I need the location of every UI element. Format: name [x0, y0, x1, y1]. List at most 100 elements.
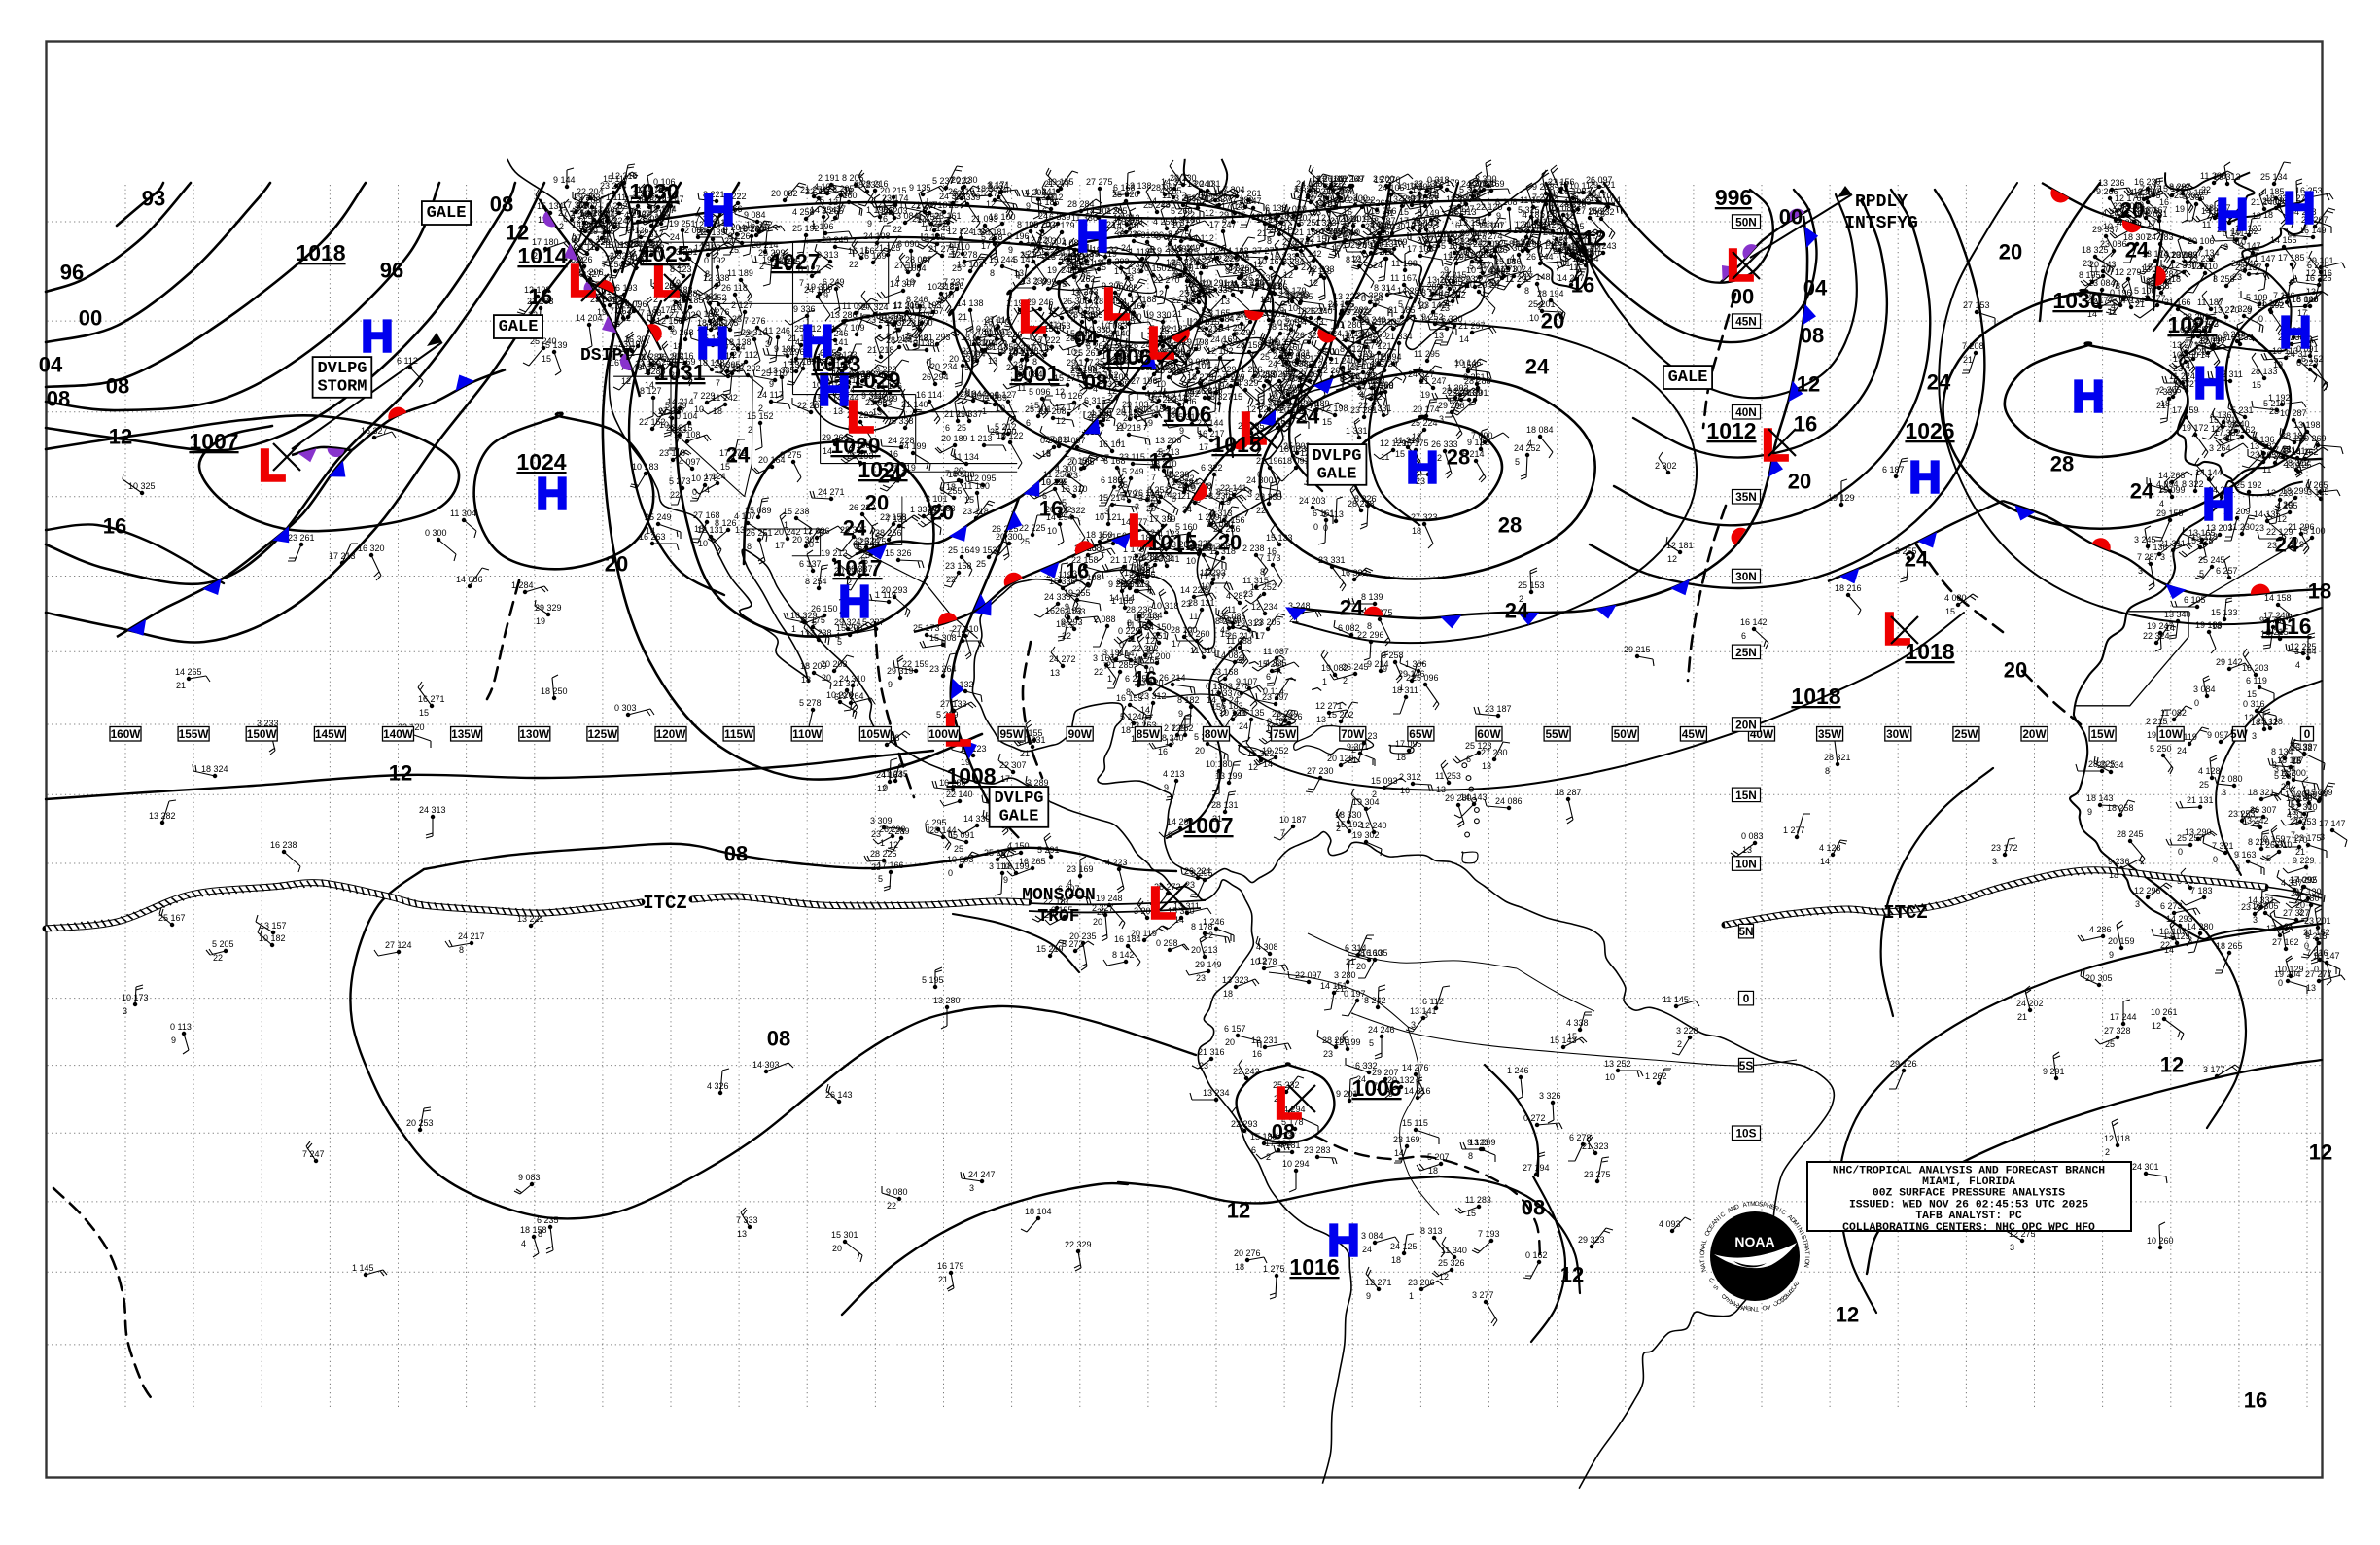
svg-text:N: N — [1730, 1205, 1736, 1212]
svg-text:29 243: 29 243 — [652, 281, 680, 291]
svg-text:25 123: 25 123 — [1465, 741, 1492, 751]
svg-text:28 225: 28 225 — [870, 849, 897, 859]
svg-text:9 110: 9 110 — [949, 242, 970, 252]
svg-text:1015: 1015 — [1147, 530, 1197, 555]
svg-text:27 124: 27 124 — [385, 940, 412, 950]
svg-text:2 147: 2 147 — [1297, 191, 1319, 200]
svg-text:13: 13 — [2287, 807, 2296, 817]
svg-text:10 128: 10 128 — [1012, 346, 1039, 356]
svg-text:24 125: 24 125 — [1390, 1242, 1418, 1251]
svg-text:25 257: 25 257 — [2177, 833, 2204, 843]
svg-text:22 187: 22 187 — [1043, 896, 1070, 906]
svg-text:28 137: 28 137 — [1452, 193, 1480, 202]
svg-text:8 312: 8 312 — [1340, 344, 1362, 354]
svg-text:4 287: 4 287 — [1226, 591, 1248, 601]
svg-text:25 118: 25 118 — [2257, 717, 2283, 726]
svg-text:15 099: 15 099 — [2158, 485, 2186, 495]
svg-text:13 263: 13 263 — [1130, 720, 1157, 730]
svg-text:19 274: 19 274 — [1145, 490, 1172, 500]
svg-text:25 164: 25 164 — [948, 545, 975, 555]
svg-text:28 332: 28 332 — [1165, 244, 1192, 254]
svg-text:14: 14 — [1263, 759, 1273, 769]
svg-text:13 253: 13 253 — [1170, 193, 1197, 203]
svg-text:27 295: 27 295 — [2200, 334, 2227, 343]
svg-text:7: 7 — [1366, 235, 1371, 245]
svg-text:12 113: 12 113 — [1166, 393, 1192, 403]
svg-text:19 240: 19 240 — [2222, 419, 2250, 429]
svg-text:13 165: 13 165 — [2188, 528, 2216, 538]
svg-text:7 282: 7 282 — [1232, 195, 1254, 205]
svg-text:4 087: 4 087 — [1062, 238, 1084, 248]
svg-text:2 187: 2 187 — [1273, 351, 1295, 361]
svg-text:14: 14 — [1150, 348, 1160, 358]
svg-text:14: 14 — [646, 526, 655, 536]
svg-text:0 300: 0 300 — [425, 528, 447, 538]
svg-text:11: 11 — [2108, 307, 2117, 317]
svg-text:22 169: 22 169 — [1381, 237, 1408, 247]
svg-text:10: 10 — [1156, 379, 1166, 389]
svg-text:16 120: 16 120 — [1116, 217, 1143, 227]
svg-text:4: 4 — [630, 253, 635, 263]
svg-text:6 138: 6 138 — [858, 543, 880, 552]
svg-text:27 243: 27 243 — [1424, 234, 1452, 244]
svg-text:18 325: 18 325 — [2082, 245, 2109, 255]
svg-text:14 155: 14 155 — [2270, 235, 2297, 245]
svg-text:8 138: 8 138 — [2291, 742, 2313, 752]
svg-text:16: 16 — [2159, 197, 2169, 207]
svg-text:DVLPG: DVLPG — [317, 360, 367, 378]
svg-text:3: 3 — [2010, 1243, 2014, 1252]
svg-text:22 209: 22 209 — [1318, 366, 1346, 375]
svg-text:3 248: 3 248 — [1288, 601, 1311, 611]
svg-text:25 323: 25 323 — [1020, 250, 1047, 260]
svg-text:3 318: 3 318 — [1547, 180, 1569, 190]
svg-text:11 295: 11 295 — [1414, 349, 1440, 359]
svg-text:3 261: 3 261 — [633, 189, 655, 198]
svg-text:27 112: 27 112 — [732, 350, 758, 360]
svg-text:1: 1 — [864, 245, 869, 255]
svg-text:16 253: 16 253 — [2295, 186, 2323, 195]
svg-text:1026: 1026 — [1905, 418, 1954, 443]
svg-text:11: 11 — [1284, 365, 1293, 374]
svg-text:25 192: 25 192 — [2235, 480, 2262, 490]
svg-text:10 174: 10 174 — [1466, 265, 1493, 275]
svg-text:11 133: 11 133 — [1413, 218, 1439, 228]
svg-text:4 276: 4 276 — [708, 307, 730, 317]
svg-text:17 134: 17 134 — [1114, 266, 1141, 276]
svg-text:8 313: 8 313 — [1420, 1226, 1443, 1236]
svg-text:9 223: 9 223 — [875, 365, 897, 374]
svg-text:O: O — [1754, 1201, 1759, 1208]
svg-text:15 134: 15 134 — [537, 201, 564, 211]
svg-text:17 140: 17 140 — [1221, 201, 1248, 211]
svg-text:0 272: 0 272 — [1523, 1113, 1546, 1123]
svg-text:6: 6 — [918, 320, 923, 330]
svg-text:23: 23 — [2173, 364, 2183, 373]
svg-text:3 313: 3 313 — [1210, 509, 1233, 518]
svg-text:5: 5 — [1150, 324, 1155, 334]
svg-text:10S: 10S — [1736, 1127, 1757, 1141]
svg-text:18 209: 18 209 — [800, 661, 827, 671]
svg-text:H: H — [2193, 358, 2225, 408]
svg-text:3 289: 3 289 — [1027, 778, 1049, 788]
svg-text:29 234: 29 234 — [2097, 760, 2124, 770]
svg-text:7 247: 7 247 — [302, 1149, 325, 1159]
svg-text:6: 6 — [1251, 1145, 1256, 1155]
svg-text:5 207: 5 207 — [1427, 1152, 1450, 1162]
svg-text:1: 1 — [1389, 208, 1394, 218]
svg-text:0 269: 0 269 — [1280, 385, 1303, 395]
svg-text:H: H — [1076, 211, 1108, 262]
svg-text:12: 12 — [1149, 449, 1172, 474]
svg-text:8 310: 8 310 — [1481, 221, 1503, 230]
svg-text:15: 15 — [1595, 209, 1605, 219]
svg-text:3: 3 — [1439, 414, 1444, 424]
svg-text:0 196: 0 196 — [2110, 288, 2132, 298]
svg-text:18 150: 18 150 — [1530, 217, 1558, 227]
svg-text:0: 0 — [2213, 855, 2218, 864]
svg-text:4 218: 4 218 — [2294, 207, 2317, 217]
svg-text:15 238: 15 238 — [783, 507, 810, 516]
svg-text:14 294: 14 294 — [1046, 512, 1073, 522]
svg-text:24: 24 — [1239, 721, 1248, 731]
svg-text:18 330: 18 330 — [1446, 194, 1473, 204]
svg-text:22 225: 22 225 — [1019, 523, 1046, 533]
svg-text:4 175: 4 175 — [717, 318, 739, 328]
svg-text:28 240: 28 240 — [1359, 315, 1386, 325]
